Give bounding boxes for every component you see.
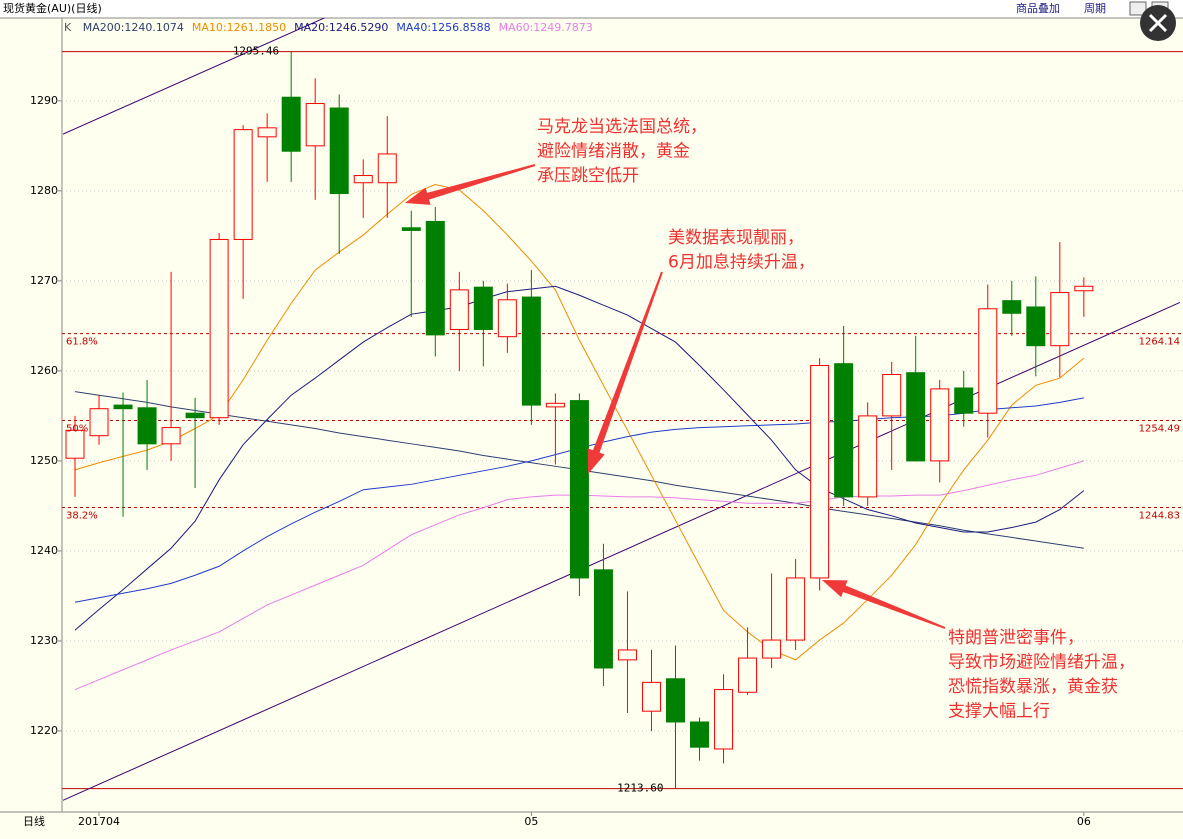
candle-body — [666, 678, 685, 723]
window-button[interactable] — [1129, 1, 1147, 16]
level-ratio: 50% — [66, 423, 88, 434]
annotation-arrow — [587, 271, 663, 474]
legend-entry: MA40:1256.8588 — [396, 21, 491, 34]
annotation-arrow — [822, 580, 946, 629]
candle-body — [497, 299, 517, 338]
close-icon[interactable] — [1148, 13, 1168, 33]
period-label: 日线 — [23, 814, 45, 828]
annotation-text: 特朗普泄密事件， — [948, 628, 1084, 648]
x-tick-label: 05 — [524, 815, 538, 828]
annotation-text: 承压跳空低开 — [537, 166, 639, 186]
legend: K MA200:1240.1074 MA10:1261.1850 MA20:1246… — [64, 21, 601, 34]
x-tick-label: 201704 — [78, 815, 120, 828]
candle-body — [185, 412, 205, 419]
legend-entry: MA20:1246.5290 — [294, 21, 389, 34]
candle-body — [930, 388, 950, 462]
candle-body — [906, 372, 926, 462]
level-ratio: 61.8% — [66, 337, 98, 348]
candle-body — [65, 429, 85, 459]
candle-body — [545, 402, 565, 408]
y-tick-label: 1270 — [30, 274, 58, 287]
level-value: 1244.83 — [1139, 510, 1180, 521]
candle-body — [858, 415, 878, 498]
candle-body — [1050, 292, 1070, 347]
candle-body — [954, 387, 974, 414]
legend-entry: MA200:1240.1074 — [82, 21, 184, 34]
candle-body — [281, 96, 301, 152]
candle-body — [161, 427, 181, 445]
extreme-label: 1213.60 — [617, 782, 663, 795]
y-tick-label: 1260 — [30, 364, 58, 377]
candle-body — [978, 308, 998, 414]
candle-body — [738, 657, 758, 693]
candle-body — [690, 721, 710, 748]
annotation-text: 6月加息持续升温， — [668, 253, 815, 273]
candle-body — [257, 127, 277, 138]
candle-body — [569, 400, 589, 579]
candle-body — [329, 107, 349, 195]
candle-body — [762, 639, 782, 659]
annotation-text: 马克龙当选法国总统， — [537, 117, 707, 137]
level-value: 1264.14 — [1139, 337, 1180, 348]
candle-body — [113, 404, 133, 410]
candle-body — [305, 103, 325, 147]
toolbar-button[interactable]: 商品叠加 — [1016, 1, 1060, 15]
x-tick-label: 06 — [1077, 815, 1091, 828]
candle-body — [233, 129, 253, 240]
candle-body — [209, 238, 229, 419]
level-ratio: 38.2% — [66, 510, 98, 521]
y-tick-label: 1240 — [30, 544, 58, 557]
candle-body — [882, 373, 902, 417]
candle-body — [449, 289, 469, 330]
plot — [62, 18, 1183, 801]
candle-body — [641, 681, 661, 712]
candle-body — [377, 153, 397, 184]
candle-body — [617, 649, 637, 661]
candle-body — [137, 407, 157, 445]
annotation-text: 支撑大幅上行 — [948, 702, 1050, 722]
candle-body — [473, 286, 493, 330]
candle-body — [89, 408, 109, 437]
candle-body — [1002, 300, 1022, 314]
level-value: 1254.49 — [1139, 423, 1180, 434]
candle-body — [786, 577, 806, 641]
annotation-text: 导致市场避险情绪升温， — [948, 653, 1135, 673]
toolbar-button[interactable]: 周期 — [1084, 2, 1106, 15]
legend-entry: MA10:1261.1850 — [191, 21, 287, 34]
candle-body — [425, 220, 445, 336]
y-tick-label: 1280 — [30, 184, 58, 197]
annotation-text: 美数据表现靓丽， — [668, 228, 804, 248]
candle-body — [834, 363, 854, 498]
ma-line — [74, 184, 1085, 661]
candle-body — [353, 175, 373, 184]
extreme-label: 1295.46 — [233, 45, 279, 58]
y-tick-label: 1290 — [30, 94, 58, 107]
candle-body — [593, 569, 613, 669]
annotation-text: 恐慌指数暴涨，黄金获 — [948, 677, 1118, 697]
candle-body — [521, 296, 541, 406]
y-tick-label: 1220 — [30, 724, 58, 737]
candle-body — [401, 227, 421, 231]
legend-entry: MA60:1249.7873 — [498, 21, 593, 34]
candle-body — [1074, 285, 1094, 292]
candle-body — [1026, 306, 1046, 347]
toolbar-title: 现货黄金(AU)(日线) — [3, 1, 102, 15]
trendline — [62, 18, 326, 135]
candle-body — [714, 689, 734, 750]
toolbar — [0, 0, 1183, 18]
close-button[interactable] — [1140, 5, 1176, 41]
legend-prefix: K — [64, 21, 72, 34]
candle-body — [810, 364, 830, 579]
y-tick-label: 1230 — [30, 634, 58, 647]
ma-line — [74, 285, 1085, 631]
annotation-arrow — [405, 164, 536, 205]
annotation-text: 避险情绪消散，黄金 — [537, 142, 690, 162]
y-tick-label: 1250 — [30, 454, 58, 467]
